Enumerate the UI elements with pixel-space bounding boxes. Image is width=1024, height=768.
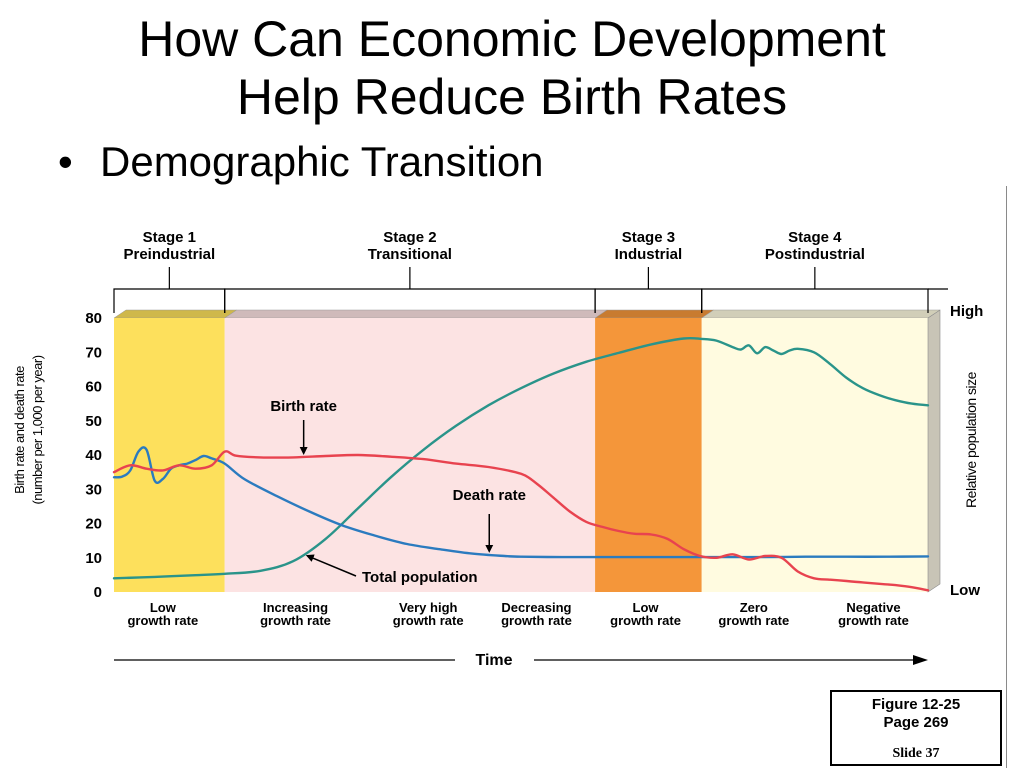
stage-bands xyxy=(113,309,941,593)
stage-title-4: Stage 4 xyxy=(788,229,842,246)
bullet-text: Demographic Transition xyxy=(100,138,544,185)
growth-label-6-line-2: growth rate xyxy=(718,613,789,628)
growth-label-2-line-1: Increasing xyxy=(263,600,328,615)
y-tick-label-20: 20 xyxy=(85,516,102,533)
stage-title-2: Stage 2 xyxy=(383,229,436,246)
y2-axis-label: Relative population size xyxy=(963,371,979,508)
stage-bracket-2 xyxy=(224,288,596,313)
title-line-2: Help Reduce Birth Rates xyxy=(236,69,788,125)
growth-label-1-line-1: Low xyxy=(150,600,177,615)
stage-bracket-4 xyxy=(701,288,929,313)
title-line-1: How Can Economic Development xyxy=(138,11,886,67)
total-population-arrow xyxy=(305,554,357,577)
figure-caption-box: Figure 12-25 Page 269 Slide 37 xyxy=(830,690,1002,766)
y2-tick-low: Low xyxy=(950,582,980,599)
stage-name-2: Transitional xyxy=(368,246,452,263)
y-tick-label-50: 50 xyxy=(85,413,102,430)
time-axis-arrowhead xyxy=(913,655,928,665)
growth-label-4-line-2: growth rate xyxy=(501,613,572,628)
total-population-line xyxy=(112,336,930,580)
y-tick-label-80: 80 xyxy=(85,310,102,327)
total-population-label: Total population xyxy=(362,569,478,586)
birth-rate-line xyxy=(112,450,930,592)
stage-name-4: Postindustrial xyxy=(765,246,865,263)
stage-band-3 xyxy=(595,318,702,592)
figure-border xyxy=(1006,186,1007,768)
y2-tick-high: High xyxy=(950,303,983,320)
y-tick-label-10: 10 xyxy=(85,550,102,567)
stage-bracket-1 xyxy=(113,288,226,313)
stage-band-1 xyxy=(114,318,225,592)
stage-title-3: Stage 3 xyxy=(622,229,675,246)
bullet-demographic-transition: • Demographic Transition xyxy=(58,138,544,186)
stage-band-top-4 xyxy=(700,309,941,319)
series-lines xyxy=(112,336,930,592)
birth-rate-label: Birth rate xyxy=(270,398,337,415)
growth-label-5-line-2: growth rate xyxy=(610,613,681,628)
growth-label-3-line-1: Very high xyxy=(399,600,458,615)
caption-slide: Slide 37 xyxy=(892,746,940,761)
growth-label-5-line-1: Low xyxy=(633,600,660,615)
caption-page: Page 269 xyxy=(883,714,949,731)
growth-label-1-line-2: growth rate xyxy=(127,613,198,628)
y-tick-label-70: 70 xyxy=(85,344,102,361)
time-axis: Time xyxy=(114,652,928,669)
stage-band-4 xyxy=(701,318,928,592)
growth-label-6-line-1: Zero xyxy=(740,600,768,615)
slide-title: How Can Economic Development Help Reduce… xyxy=(0,10,1024,126)
stage-band-top-1 xyxy=(113,309,238,319)
growth-label-2-line-2: growth rate xyxy=(260,613,331,628)
y-tick-label-40: 40 xyxy=(85,447,102,464)
growth-label-3-line-2: growth rate xyxy=(393,613,464,628)
growth-label-7-line-2: growth rate xyxy=(838,613,909,628)
y-tick-label-0: 0 xyxy=(94,584,102,601)
stage-name-1: Preindustrial xyxy=(124,246,216,263)
y-axis-label-line-1: Birth rate and death rate xyxy=(12,366,27,494)
growth-label-7-line-1: Negative xyxy=(846,600,900,615)
axes: 0 10 20 30 40 50 60 70 80 Birth rate and death ra… xyxy=(12,303,983,601)
growth-label-4-line-1: Decreasing xyxy=(501,600,571,615)
y-tick-label-60: 60 xyxy=(85,379,102,396)
x-axis-label: Time xyxy=(475,652,512,669)
stage-band-top-2 xyxy=(223,309,608,319)
y-tick-label-30: 30 xyxy=(85,481,102,498)
stage-name-3: Industrial xyxy=(615,246,683,263)
annotations: Birth rate Death rate Total population xyxy=(270,398,526,586)
stage-title-1: Stage 1 xyxy=(143,229,196,246)
stage-band-2 xyxy=(224,318,596,592)
caption-figure: Figure 12-25 xyxy=(871,696,961,713)
death-rate-label: Death rate xyxy=(453,487,526,504)
y-axis-label-line-2: (number per 1,000 per year) xyxy=(30,355,45,504)
bullet-icon: • xyxy=(58,138,73,185)
stage-brackets xyxy=(113,267,948,313)
stage-bracket-3 xyxy=(594,288,703,313)
chart-side-face xyxy=(927,309,941,593)
stage-band-top-3 xyxy=(594,309,715,319)
